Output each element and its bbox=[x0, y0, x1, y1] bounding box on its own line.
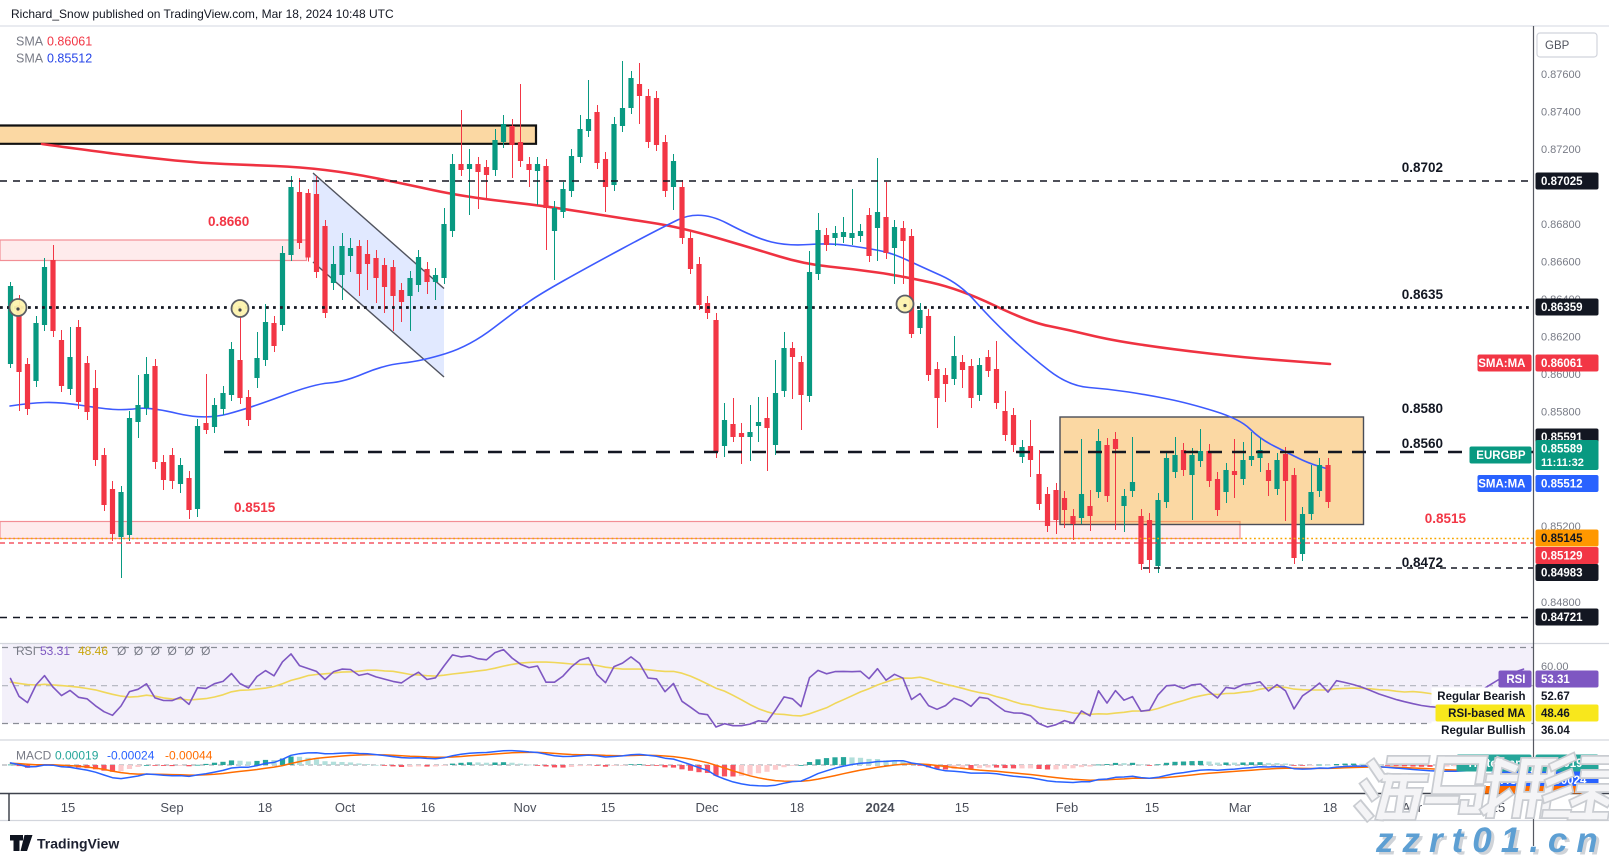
svg-text:0.85512: 0.85512 bbox=[47, 52, 92, 66]
svg-text:0.85145: 0.85145 bbox=[1541, 533, 1583, 545]
svg-text:Regular Bearish: Regular Bearish bbox=[1437, 691, 1525, 703]
svg-text:11:11:32: 11:11:32 bbox=[1541, 457, 1584, 469]
svg-text:16: 16 bbox=[421, 800, 435, 815]
svg-text:15: 15 bbox=[61, 800, 75, 815]
svg-text:0.85800: 0.85800 bbox=[1541, 407, 1581, 419]
svg-text:-0.00044: -0.00044 bbox=[165, 749, 213, 763]
svg-text:15: 15 bbox=[955, 800, 969, 815]
svg-text:0.87600: 0.87600 bbox=[1541, 69, 1581, 81]
svg-text:0.86061: 0.86061 bbox=[47, 35, 92, 49]
svg-text:RSI: RSI bbox=[16, 644, 36, 658]
svg-text:2024: 2024 bbox=[866, 800, 896, 815]
svg-text:Oct: Oct bbox=[335, 800, 356, 815]
svg-text:0.8635: 0.8635 bbox=[1402, 287, 1444, 302]
svg-text:18: 18 bbox=[258, 800, 272, 815]
svg-text:0.8515: 0.8515 bbox=[234, 500, 276, 515]
svg-text:SMA:MA: SMA:MA bbox=[1478, 358, 1525, 370]
svg-text:SMA:MA: SMA:MA bbox=[1478, 479, 1525, 491]
svg-text:MACD: MACD bbox=[16, 749, 52, 763]
svg-text:TradingView: TradingView bbox=[37, 836, 119, 852]
svg-text:RSI: RSI bbox=[1506, 674, 1525, 686]
svg-text:Dec: Dec bbox=[695, 800, 719, 815]
svg-text:60.00: 60.00 bbox=[1541, 661, 1569, 673]
svg-text:52.67: 52.67 bbox=[1541, 691, 1570, 703]
svg-text:53.31: 53.31 bbox=[1541, 674, 1570, 686]
svg-text:0.8580: 0.8580 bbox=[1402, 401, 1443, 416]
svg-text:0.8472: 0.8472 bbox=[1402, 555, 1443, 570]
svg-text:0.84800: 0.84800 bbox=[1541, 597, 1581, 609]
svg-text:18: 18 bbox=[790, 800, 804, 815]
svg-text:0.84983: 0.84983 bbox=[1541, 568, 1583, 580]
svg-text:Regular Bullish: Regular Bullish bbox=[1441, 725, 1525, 737]
svg-text:RSI-based MA: RSI-based MA bbox=[1448, 708, 1525, 720]
svg-text:0.8702: 0.8702 bbox=[1402, 160, 1443, 175]
svg-text:0.85512: 0.85512 bbox=[1541, 479, 1583, 491]
svg-text:53.31: 53.31 bbox=[40, 644, 70, 658]
svg-text:15: 15 bbox=[601, 800, 615, 815]
svg-text:EURGBP: EURGBP bbox=[1476, 450, 1526, 462]
svg-text:Mar: Mar bbox=[1229, 800, 1252, 815]
svg-text:0.8660: 0.8660 bbox=[208, 214, 249, 229]
svg-text:Sep: Sep bbox=[160, 800, 183, 815]
svg-text:SMA: SMA bbox=[16, 52, 44, 66]
svg-text:SMA: SMA bbox=[16, 35, 44, 49]
svg-text:Richard_Snow published on Trad: Richard_Snow published on TradingView.co… bbox=[11, 7, 394, 21]
svg-text:36.04: 36.04 bbox=[1541, 725, 1570, 737]
svg-text:48.46: 48.46 bbox=[1541, 708, 1570, 720]
svg-text:0.86800: 0.86800 bbox=[1541, 219, 1581, 231]
svg-text:0.87400: 0.87400 bbox=[1541, 107, 1581, 119]
svg-text:Feb: Feb bbox=[1056, 800, 1078, 815]
svg-text:0.8560: 0.8560 bbox=[1402, 436, 1443, 451]
svg-text:Nov: Nov bbox=[513, 800, 537, 815]
svg-text:15: 15 bbox=[1145, 800, 1159, 815]
svg-text:0.84721: 0.84721 bbox=[1541, 612, 1583, 624]
svg-text:GBP: GBP bbox=[1545, 40, 1570, 52]
svg-text:48.46: 48.46 bbox=[78, 644, 108, 658]
svg-text:0.86600: 0.86600 bbox=[1541, 257, 1581, 269]
svg-text:0.87200: 0.87200 bbox=[1541, 144, 1581, 156]
svg-text:0.8515: 0.8515 bbox=[1425, 511, 1467, 526]
svg-text:0.85129: 0.85129 bbox=[1541, 551, 1583, 563]
svg-text:0.86200: 0.86200 bbox=[1541, 332, 1581, 344]
svg-text:-0.00024: -0.00024 bbox=[107, 749, 155, 763]
svg-text:zzrt01.cn: zzrt01.cn bbox=[1375, 821, 1607, 857]
svg-text:0.86000: 0.86000 bbox=[1541, 369, 1581, 381]
svg-text:0.86061: 0.86061 bbox=[1541, 358, 1583, 370]
svg-text:zzrt01.cn: zzrt01.cn bbox=[1378, 824, 1609, 857]
svg-text:0.00019: 0.00019 bbox=[55, 749, 99, 763]
svg-text:0.87025: 0.87025 bbox=[1541, 176, 1583, 188]
svg-text:0.85589: 0.85589 bbox=[1541, 444, 1583, 456]
svg-text:18: 18 bbox=[1323, 800, 1337, 815]
svg-text:ØØØØØØ: ØØØØØØ bbox=[117, 644, 218, 658]
svg-text:0.86359: 0.86359 bbox=[1541, 302, 1583, 314]
